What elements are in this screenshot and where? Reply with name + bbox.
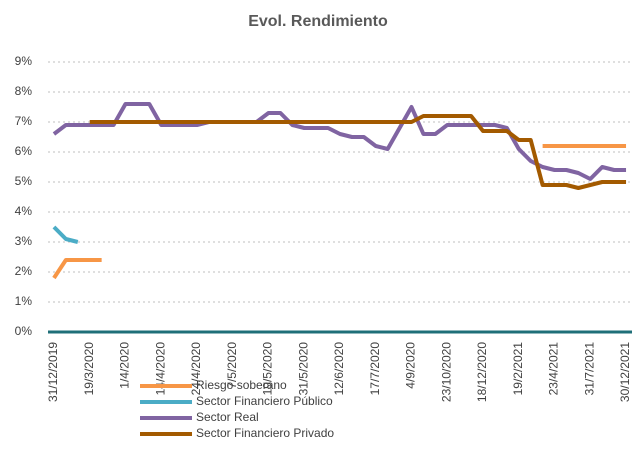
x-tick-label: 4/9/2020	[404, 342, 418, 389]
legend-label: Sector Financiero Público	[196, 394, 333, 408]
y-tick-label: 0%	[15, 324, 33, 338]
y-tick-label: 6%	[15, 144, 33, 158]
x-tick-label: 30/12/2021	[618, 342, 632, 402]
series-line	[52, 225, 79, 244]
x-tick-label: 14/4/2020	[153, 342, 167, 396]
y-tick-label: 7%	[15, 114, 33, 128]
x-tick-label: 24/4/2020	[189, 342, 203, 396]
x-tick-label: 31/7/2021	[582, 342, 596, 396]
x-tick-label: 1/4/2020	[118, 342, 132, 389]
x-tick-label: 18/12/2020	[475, 342, 489, 402]
legend-label: Sector Financiero Privado	[196, 426, 334, 440]
y-tick-label: 5%	[15, 174, 33, 188]
x-tick-label: 31/12/2019	[46, 342, 60, 402]
chart-title: Evol. Rendimiento	[248, 13, 388, 30]
legend-label: Riesgo soberano	[196, 378, 287, 392]
x-tick-label: 19/5/2020	[261, 342, 275, 396]
x-tick-label: 19/2/2021	[511, 342, 525, 396]
legend-label: Sector Real	[196, 410, 259, 424]
x-tick-label: 12/6/2020	[332, 342, 346, 396]
x-tick-label: 23/10/2020	[439, 342, 453, 402]
x-tick-label: 23/4/2021	[547, 342, 561, 396]
x-tick-label: 31/5/2020	[296, 342, 310, 396]
x-tick-label: 19/3/2020	[82, 342, 96, 396]
y-tick-label: 1%	[15, 294, 33, 308]
y-tick-label: 2%	[15, 264, 33, 278]
x-tick-label: 17/7/2020	[368, 342, 382, 396]
series-line	[52, 144, 627, 280]
y-tick-label: 9%	[15, 54, 33, 68]
y-tick-label: 4%	[15, 204, 33, 218]
y-tick-label: 3%	[15, 234, 33, 248]
y-tick-label: 8%	[15, 84, 33, 98]
x-tick-label: 7/5/2020	[225, 342, 239, 389]
series-line	[52, 102, 627, 181]
series-line	[89, 114, 627, 190]
